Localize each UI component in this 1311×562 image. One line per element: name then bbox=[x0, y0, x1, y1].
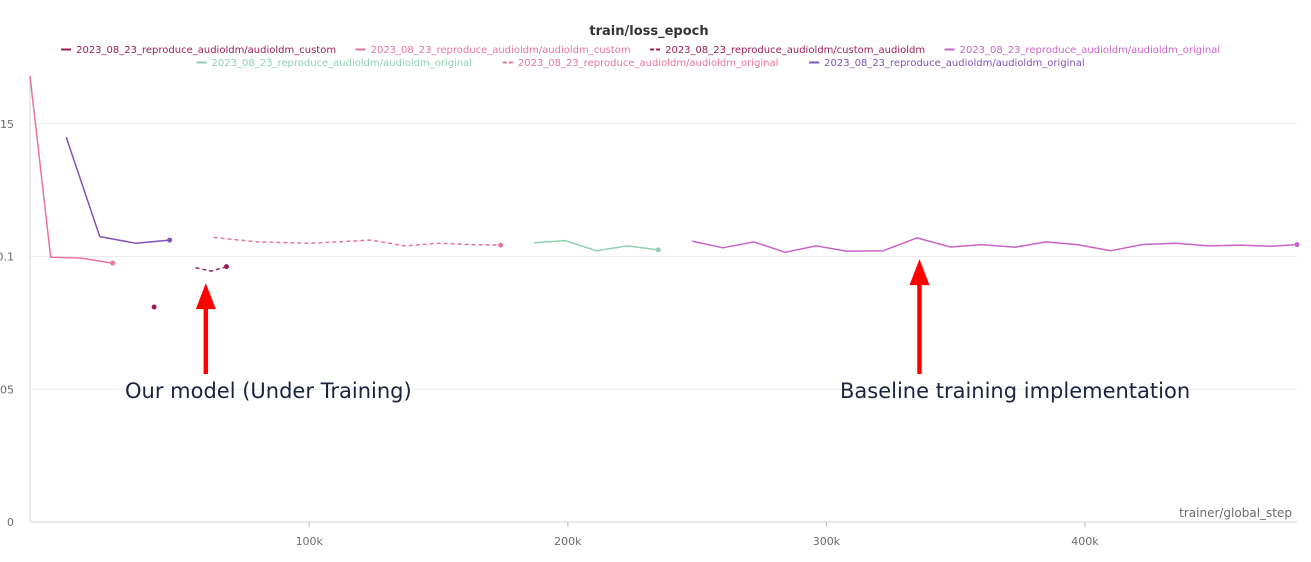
annotation-arrow-head-1 bbox=[909, 259, 930, 286]
series-line-2 bbox=[195, 265, 227, 272]
legend-label-3: 2023_08_23_reproduce_audioldm/audioldm_o… bbox=[960, 45, 1221, 56]
x-tick-label: 200k bbox=[554, 535, 582, 548]
grid bbox=[30, 123, 1297, 390]
legend-label-6: 2023_08_23_reproduce_audioldm/audioldm_o… bbox=[824, 58, 1085, 69]
series-line-3 bbox=[691, 237, 1298, 254]
x-tick-label: 300k bbox=[813, 535, 841, 548]
annotation-text-0: Our model (Under Training) bbox=[125, 379, 412, 403]
annotations: Our model (Under Training) Baseline train… bbox=[125, 259, 1190, 403]
legend-label-1: 2023_08_23_reproduce_audioldm/audioldm_c… bbox=[371, 45, 631, 56]
series-line-6 bbox=[65, 136, 170, 245]
y-tick-label: .15 bbox=[0, 118, 14, 131]
legend: 2023_08_23_reproduce_audioldm/audioldm_c… bbox=[61, 45, 1220, 69]
series-endpoint-2 bbox=[224, 264, 230, 270]
x-tick-label: 400k bbox=[1071, 535, 1099, 548]
chart-title: train/loss_epoch bbox=[589, 24, 708, 39]
series-endpoint-6 bbox=[167, 237, 173, 243]
legend-label-5: 2023_08_23_reproduce_audioldm/audioldm_o… bbox=[518, 58, 779, 69]
y-tick-label: 0.1 bbox=[0, 251, 14, 264]
series-endpoint-0 bbox=[151, 304, 157, 310]
x-tick-label: 100k bbox=[296, 535, 324, 548]
series-endpoint-4 bbox=[655, 247, 661, 253]
series-line-5 bbox=[213, 236, 501, 247]
y-tick-label: 0 bbox=[7, 516, 14, 529]
series-line-1 bbox=[29, 75, 113, 264]
plot-area bbox=[29, 75, 1300, 310]
series-line-4 bbox=[534, 239, 659, 252]
series-endpoint-1 bbox=[110, 260, 116, 266]
x-axis-label: trainer/global_step bbox=[1179, 506, 1292, 520]
annotation-arrow-head-0 bbox=[195, 283, 216, 310]
series-endpoint-3 bbox=[1294, 242, 1300, 248]
y-tick-label: .05 bbox=[0, 383, 14, 396]
axes: 0 .05 0.1 .15 100k 200k 300k 400k bbox=[0, 76, 1297, 548]
series-endpoint-5 bbox=[498, 242, 504, 248]
legend-label-0: 2023_08_23_reproduce_audioldm/audioldm_c… bbox=[76, 45, 336, 56]
annotation-text-1: Baseline training implementation bbox=[840, 379, 1190, 403]
legend-label-2: 2023_08_23_reproduce_audioldm/custom_aud… bbox=[665, 45, 925, 56]
legend-label-4: 2023_08_23_reproduce_audioldm/audioldm_o… bbox=[212, 58, 473, 69]
